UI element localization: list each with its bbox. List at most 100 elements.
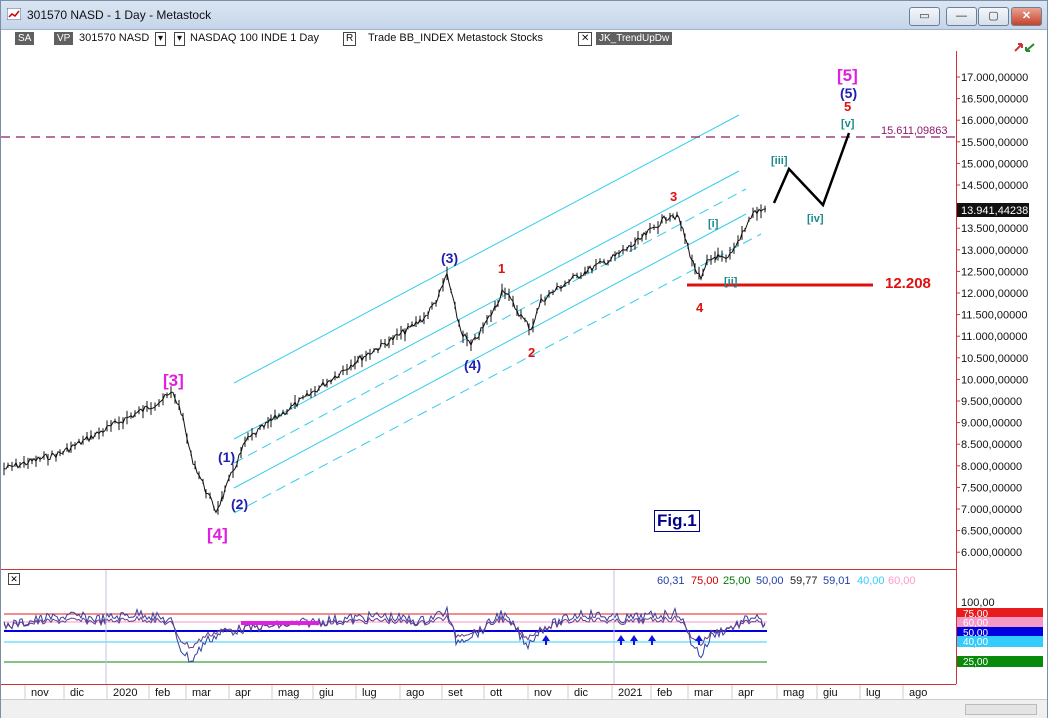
restore-down-button[interactable]: ▭	[909, 7, 940, 26]
last-price-label: 13.941,44238	[961, 205, 1028, 217]
remove-expert-icon[interactable]: ✕	[578, 32, 593, 46]
symbol-dropdown-icon[interactable]: ▾	[155, 32, 167, 46]
wave-label-v: [v]	[841, 118, 855, 130]
horizontal-scrollbar[interactable]	[1, 699, 1047, 718]
buy-arrow-icon	[617, 635, 625, 645]
indicator-level-tag	[957, 617, 1043, 628]
indicator-level-tag-label: 40,00	[963, 637, 988, 648]
scrollbar-thumb[interactable]	[965, 704, 1037, 715]
price-tick-label: 16.000,00000	[961, 115, 1028, 127]
time-tick-label: nov	[534, 687, 552, 699]
time-tick-label: nov	[31, 687, 49, 699]
price-tick-label: 11.500,00000	[961, 310, 1027, 322]
security-dropdown-icon[interactable]: ▾	[174, 32, 186, 46]
price-tick-label: 6.500,00000	[961, 526, 1022, 538]
indicator-level-tag	[957, 636, 1043, 647]
time-tick-label: lug	[362, 687, 377, 699]
buy-arrow-icon	[630, 635, 638, 645]
price-tick-label: 11.000,00000	[961, 331, 1027, 343]
expert-advisor-label[interactable]: JK_TrendUpDw	[596, 32, 673, 45]
wave-label-major-3: [3]	[163, 371, 184, 390]
price-tick-label: 15.000,00000	[961, 158, 1028, 170]
sa-button[interactable]: SA	[15, 32, 35, 45]
vp-button[interactable]: VP	[54, 32, 74, 45]
oscillator-line	[3, 605, 766, 663]
time-tick-label: giu	[823, 687, 838, 699]
window-title: 301570 NASD - 1 Day - Metastock	[27, 8, 212, 22]
indicator-value: 60,31	[657, 575, 685, 587]
wave-label-red-4: 4	[696, 300, 704, 315]
price-tick-label: 16.500,00000	[961, 94, 1028, 106]
price-tick-label: 7.500,00000	[961, 482, 1022, 494]
wave-label-i: [i]	[708, 218, 719, 230]
time-tick-label: ott	[490, 687, 502, 699]
time-tick-label: lug	[866, 687, 881, 699]
time-tick-label: set	[448, 687, 463, 699]
price-tick-label: 12.500,00000	[961, 266, 1028, 278]
indicator-value: 40,00	[857, 575, 885, 587]
price-tick-label: 8.500,00000	[961, 439, 1022, 451]
buy-arrow-icon	[542, 635, 550, 645]
time-tick-label: apr	[738, 687, 754, 699]
title-bar: 301570 NASD - 1 Day - Metastock ▭ — ▢ ✕	[1, 1, 1047, 30]
trade-label: Trade BB_INDEX Metastock Stocks	[368, 32, 544, 44]
time-tick-label: 2020	[113, 687, 137, 699]
panel-divider[interactable]	[1, 569, 956, 570]
price-axis: 17.000,00000 16.500,00000 16.000,00000 15.5…	[956, 72, 1028, 559]
channel-line	[233, 114, 740, 384]
close-window-button[interactable]: ✕	[1011, 7, 1042, 26]
security-label: NASDAQ 100 INDE 1 Day	[190, 32, 319, 44]
indicator-panel: 60,31 75,00 25,00 50,00 59,77 59,01 40,00 60,00…	[3, 575, 1043, 669]
last-price-tag	[957, 203, 1029, 217]
time-tick-label: mag	[278, 687, 299, 699]
price-tick-label: 6.000,00000	[961, 547, 1022, 559]
channel-line	[233, 213, 747, 489]
time-tick-label: giu	[319, 687, 334, 699]
indicator-level-tag-label: 75,00	[963, 609, 988, 620]
indicator-value: 60,00	[888, 575, 916, 587]
wave-label-3: (3)	[441, 250, 458, 266]
r-button[interactable]: R	[343, 32, 357, 46]
wave-label-red-2: 2	[528, 345, 535, 360]
price-tick-label: 13.000,00000	[961, 245, 1028, 257]
price-tick-label: 15.500,00000	[961, 137, 1028, 149]
price-tick-label: 7.000,00000	[961, 504, 1022, 516]
price-tick-label: 10.500,00000	[961, 353, 1028, 365]
wave-label-5: (5)	[840, 85, 857, 101]
price-tick-label: 13.500,00000	[961, 223, 1028, 235]
price-tick-label: 9.500,00000	[961, 396, 1022, 408]
time-tick-label: ago	[909, 687, 927, 699]
price-tick-label: 8.000,00000	[961, 461, 1022, 473]
target-price-label: 15.611,09863	[881, 125, 947, 137]
price-tick-label: 12.000,00000	[961, 288, 1028, 300]
indicator-level-tag	[957, 656, 1043, 667]
channel-line	[233, 170, 740, 440]
time-tick-label: mar	[694, 687, 713, 699]
trend-channel	[233, 114, 762, 514]
time-tick-label: apr	[235, 687, 251, 699]
time-tick-label: dic	[70, 687, 85, 699]
wave-label-2: (2)	[231, 496, 248, 512]
maximize-button[interactable]: ▢	[978, 7, 1009, 26]
close-indicator-icon[interactable]: ✕	[8, 573, 20, 585]
time-tick-label: mag	[783, 687, 804, 699]
minimize-button[interactable]: —	[946, 7, 977, 26]
wave-label-4: (4)	[464, 357, 481, 373]
chart-toolbar: SA VP 301570 NASD ▾ ▾ NASDAQ 100 INDE 1 …	[1, 30, 1047, 52]
wave-label-major-5: [5]	[837, 66, 858, 85]
indicator-level-tag	[957, 627, 1043, 638]
link-charts-icon[interactable]	[1012, 39, 1038, 57]
time-tick-label: feb	[155, 687, 170, 699]
wave-label-red-3: 3	[670, 189, 677, 204]
channel-line	[233, 233, 762, 514]
price-tick-label: 10.000,00000	[961, 374, 1028, 386]
indicator-value: 25,00	[723, 575, 751, 587]
indicator-level-tag-label: 50,00	[963, 628, 988, 639]
wave-label-red-5: 5	[844, 99, 851, 114]
price-tick-label: 17.000,00000	[961, 72, 1028, 84]
time-tick-label: mar	[192, 687, 211, 699]
buy-arrow-icon	[648, 635, 656, 645]
indicator-level-tag-label: 60,00	[963, 618, 988, 629]
